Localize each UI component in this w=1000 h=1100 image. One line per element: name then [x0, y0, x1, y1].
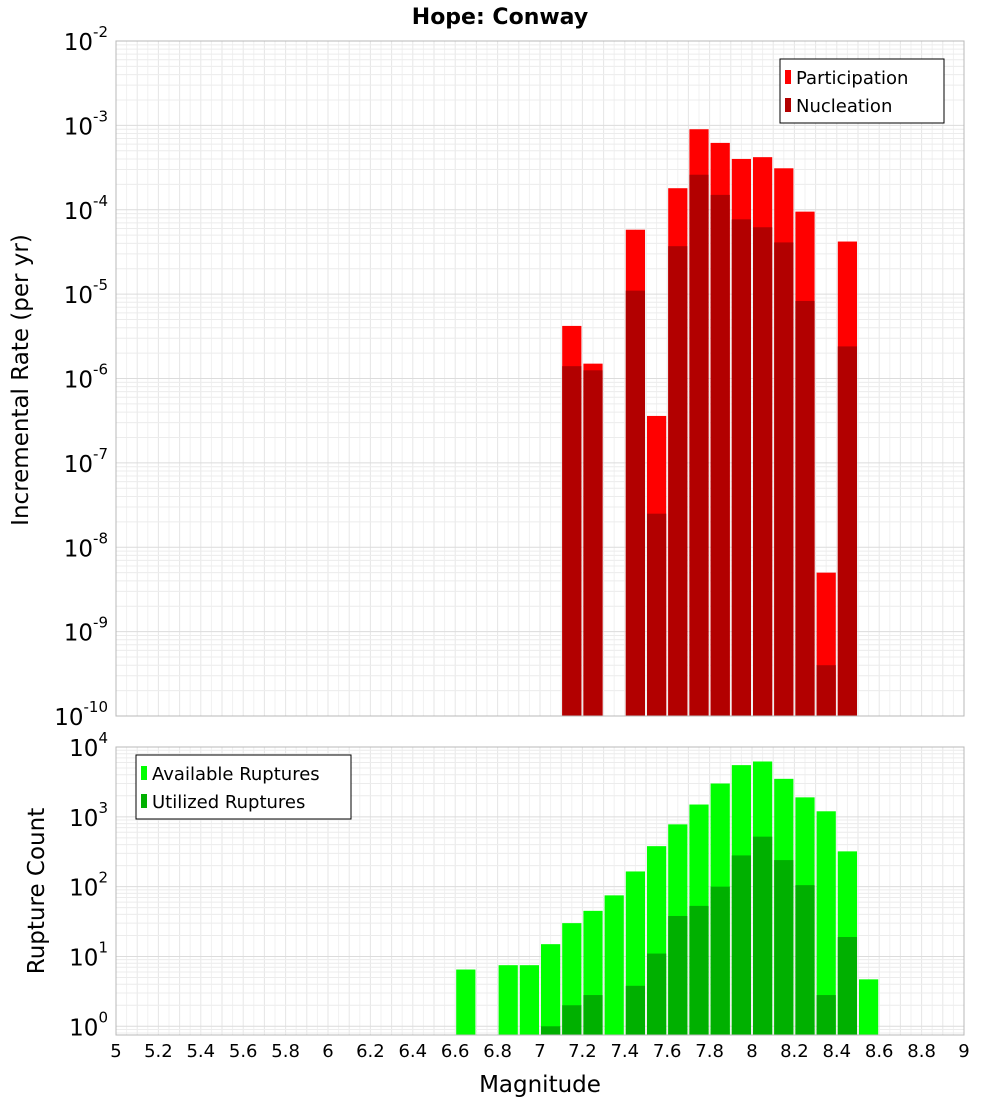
bar-nucleation	[795, 300, 815, 716]
x-tick-label: 8.8	[907, 1041, 936, 1062]
x-tick-label: 7.2	[568, 1041, 597, 1062]
bar-nucleation	[647, 513, 667, 716]
bar-utilized-ruptures	[753, 836, 773, 1035]
y-tick-label: 103	[69, 799, 108, 832]
y-tick-label: 101	[69, 938, 108, 971]
chart-title: Hope: Conway	[412, 5, 588, 30]
x-tick-label: 5.6	[229, 1041, 258, 1062]
x-tick-label: 7.8	[695, 1041, 724, 1062]
bar-nucleation	[668, 246, 688, 716]
bar-utilized-ruptures	[583, 995, 603, 1035]
y-tick-label: 10-2	[64, 23, 108, 56]
bar-utilized-ruptures	[668, 915, 688, 1035]
legend: Available Ruptures Utilized Ruptures	[135, 754, 352, 820]
x-tick-label: 6.2	[356, 1041, 385, 1062]
legend: Participation Nucleation	[779, 58, 945, 124]
legend-label: Participation	[796, 68, 908, 89]
bar-available-ruptures	[456, 969, 476, 1035]
y-tick-label: 104	[69, 729, 108, 762]
y-tick-label: 10-9	[64, 614, 108, 647]
y-tick-label: 10-8	[64, 529, 108, 562]
x-tick-label: 8.4	[822, 1041, 851, 1062]
y-tick-label: 10-3	[64, 107, 108, 140]
bar-available-ruptures	[541, 944, 561, 1035]
legend-label: Utilized Ruptures	[152, 792, 305, 813]
legend-box	[779, 58, 945, 124]
bar-nucleation	[753, 227, 773, 716]
bar-nucleation	[689, 174, 709, 716]
bar-utilized-ruptures	[774, 860, 794, 1035]
bar-utilized-ruptures	[816, 995, 836, 1035]
bottom-y-axis-label: Rupture Count	[24, 808, 50, 974]
bar-available-ruptures	[604, 895, 624, 1035]
legend-label: Available Ruptures	[152, 764, 320, 785]
rupture-count-plot: 100 101 102 103 104 Available Ruptures Utilize…	[69, 729, 970, 1062]
y-tick-label: 100	[69, 1008, 108, 1041]
x-tick-label: 6.8	[483, 1041, 512, 1062]
plot-border	[115, 40, 965, 717]
bar-nucleation	[583, 370, 603, 716]
x-tick-label: 8.6	[865, 1041, 894, 1062]
y-tick-label: 10-7	[64, 445, 108, 478]
bar-utilized-ruptures	[710, 886, 730, 1035]
x-tick-label: 9	[958, 1041, 969, 1062]
x-tick-label: 5	[110, 1041, 121, 1062]
top-y-axis-label: Incremental Rate (per yr)	[8, 234, 34, 526]
plot-border	[115, 746, 965, 1036]
bar-available-ruptures	[859, 979, 879, 1035]
x-tick-label: 6.4	[398, 1041, 427, 1062]
x-tick-label: 8.2	[780, 1041, 809, 1062]
bar-available-ruptures	[498, 965, 518, 1035]
bar-utilized-ruptures	[541, 1026, 561, 1035]
x-tick-label: 7.4	[610, 1041, 639, 1062]
bar-utilized-ruptures	[562, 1005, 582, 1035]
legend-swatch	[141, 794, 147, 808]
x-tick-label: 5.4	[186, 1041, 215, 1062]
bar-available-ruptures	[519, 965, 539, 1035]
x-tick-label: 6.6	[441, 1041, 470, 1062]
bar-nucleation	[710, 194, 730, 716]
x-tick-label: 8	[746, 1041, 757, 1062]
x-tick-label: 5.2	[144, 1041, 173, 1062]
bar-utilized-ruptures	[689, 905, 709, 1035]
x-axis-label: Magnitude	[479, 1072, 601, 1098]
bar-nucleation	[816, 665, 836, 716]
x-tick-label: 7.6	[653, 1041, 682, 1062]
y-tick-label: 10-5	[64, 276, 108, 309]
bar-utilized-ruptures	[837, 936, 857, 1035]
bar-utilized-ruptures	[647, 953, 667, 1035]
y-tick-label: 10-4	[64, 192, 108, 225]
y-tick-label: 10-10	[54, 698, 108, 731]
bar-nucleation	[625, 290, 645, 716]
bar-nucleation	[562, 366, 582, 716]
bar-utilized-ruptures	[625, 985, 645, 1035]
legend-swatch	[141, 766, 147, 780]
bar-utilized-ruptures	[731, 855, 751, 1035]
legend-swatch	[785, 98, 791, 112]
bar-utilized-ruptures	[795, 885, 815, 1035]
x-tick-label: 5.8	[271, 1041, 300, 1062]
bar-nucleation	[774, 242, 794, 716]
y-tick-label: 102	[69, 869, 108, 902]
x-tick-label: 6	[322, 1041, 333, 1062]
bar-available-ruptures	[816, 811, 836, 1035]
bar-nucleation	[837, 346, 857, 716]
legend-box	[135, 754, 352, 820]
legend-swatch	[785, 70, 791, 84]
rate-plot: 10-10 10-9 10-8 10-7 10-6 10-5 10-4 10-3 10-2 Par…	[54, 23, 965, 731]
x-tick-label: 7	[534, 1041, 545, 1062]
bar-nucleation	[731, 219, 751, 717]
y-tick-label: 10-6	[64, 361, 108, 394]
legend-label: Nucleation	[796, 96, 892, 117]
